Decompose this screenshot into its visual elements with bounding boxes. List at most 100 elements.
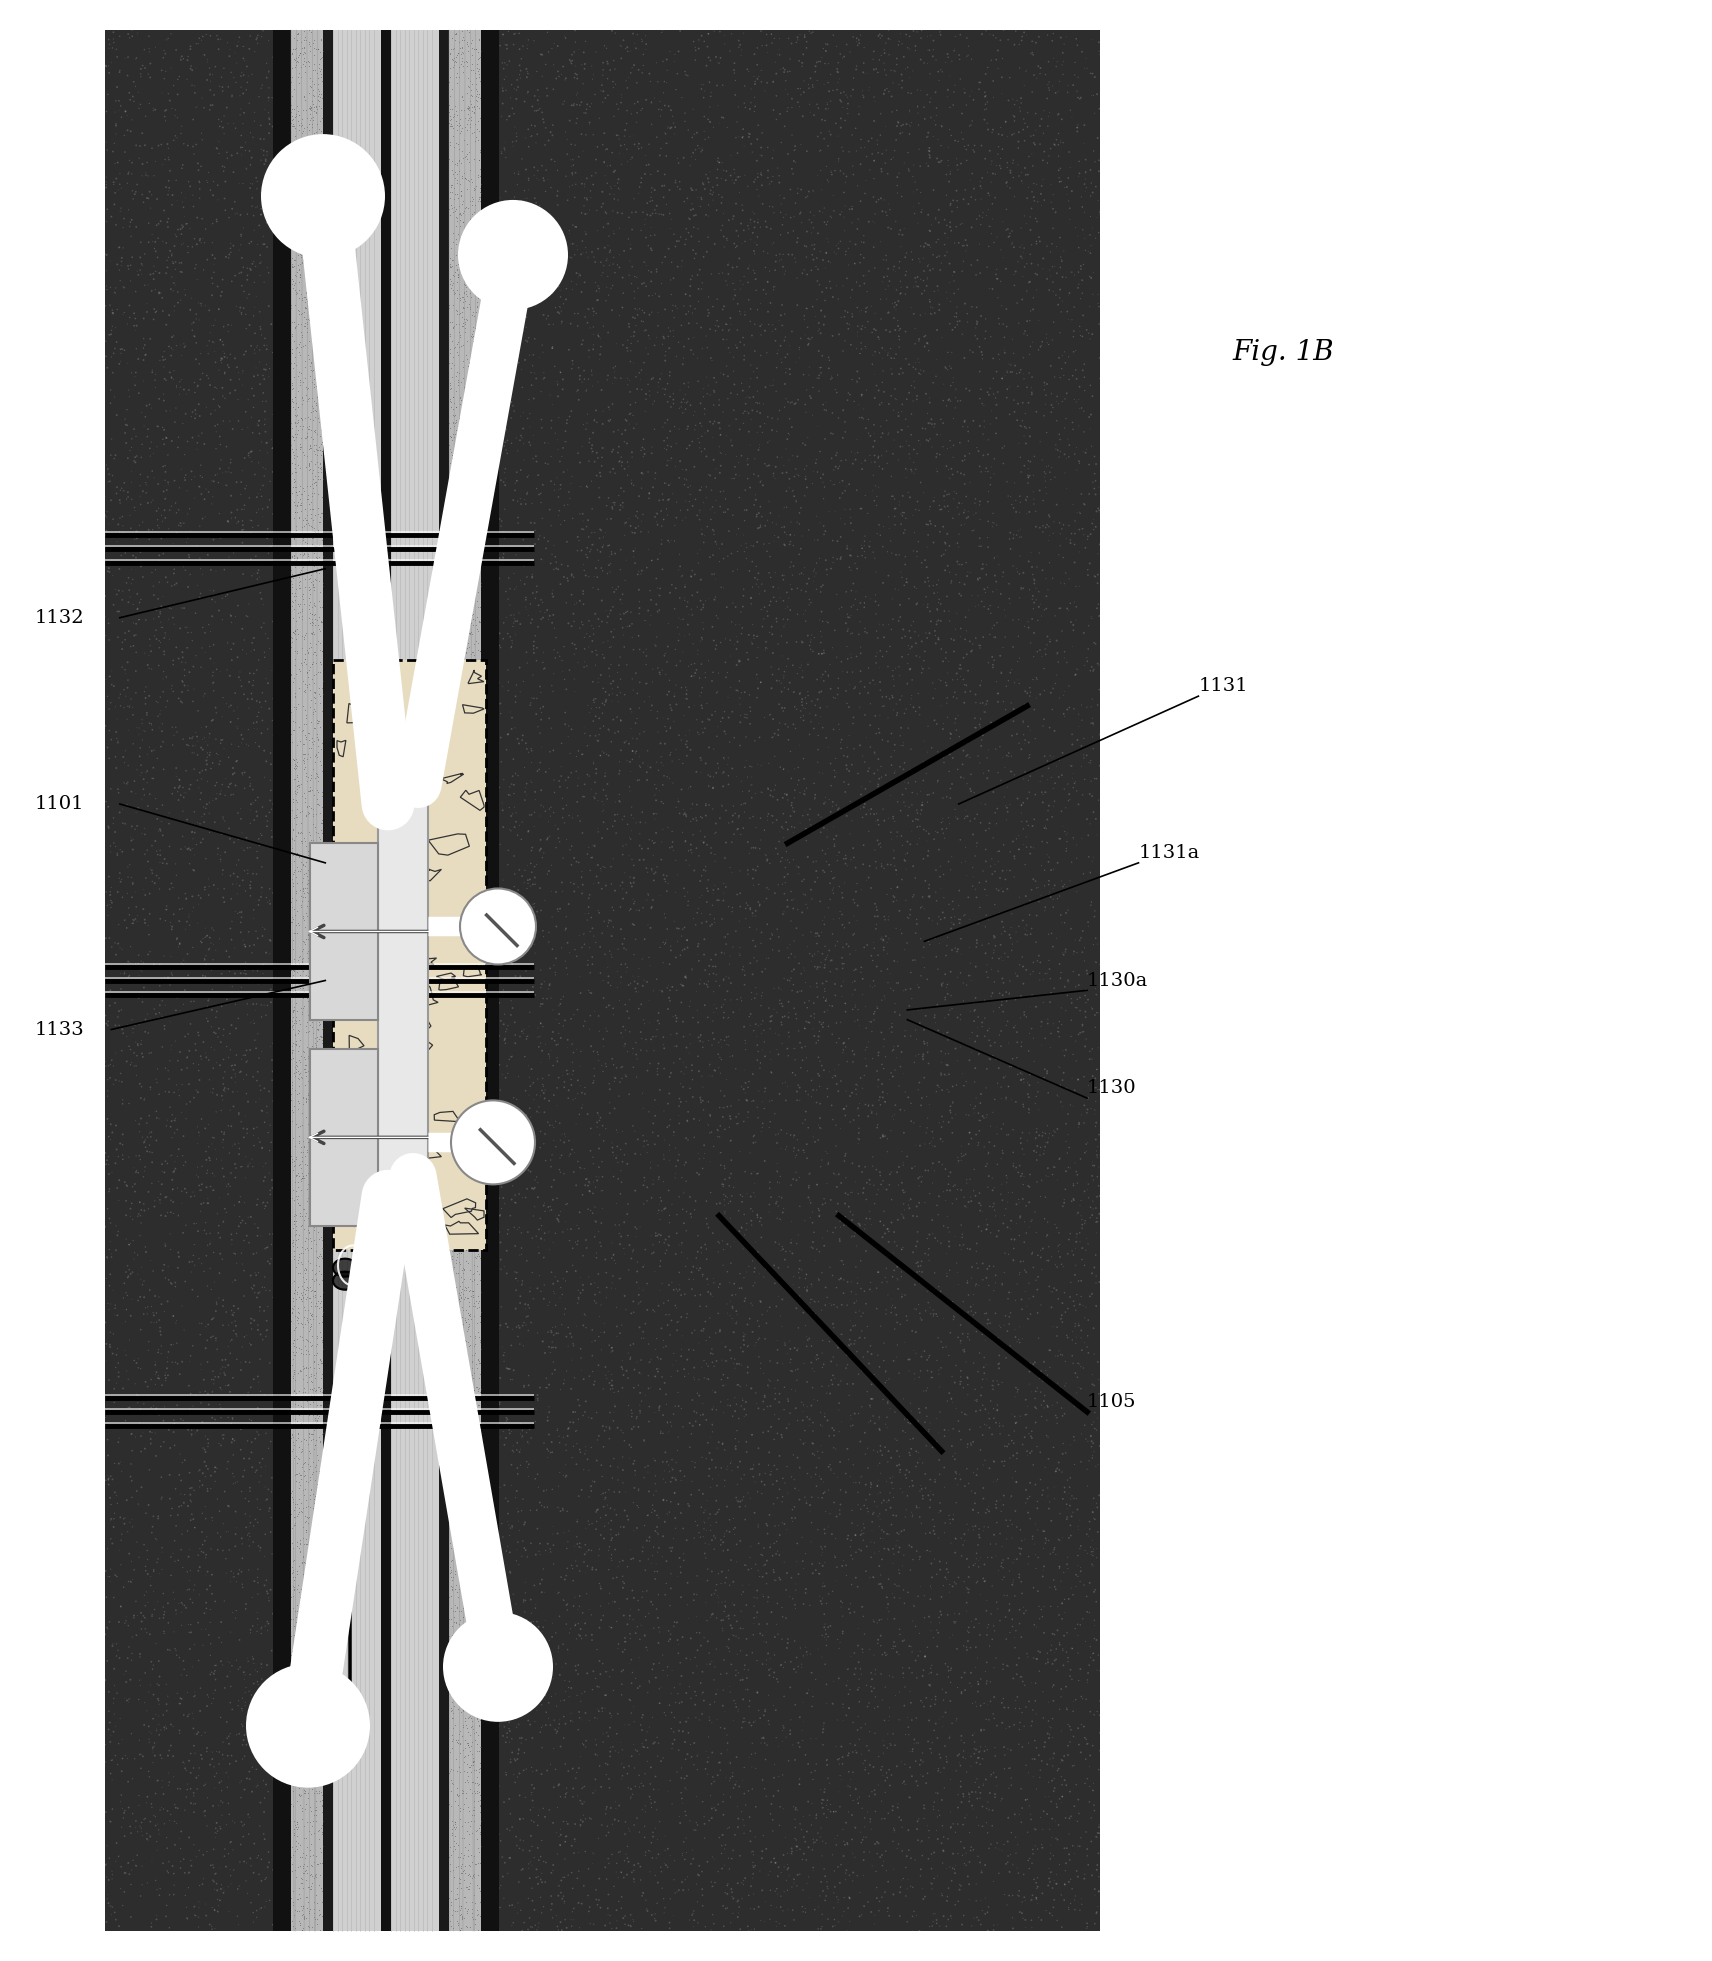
Point	[457, 1386, 484, 1418]
Point	[228, 478, 255, 510]
Point	[395, 1137, 423, 1169]
Point	[288, 133, 315, 165]
Point	[1046, 1143, 1073, 1175]
Point	[647, 1745, 675, 1777]
Point	[286, 394, 313, 426]
Point	[461, 1375, 488, 1406]
Point	[288, 198, 315, 229]
Point	[240, 1130, 267, 1161]
Point	[404, 347, 431, 378]
Point	[438, 663, 466, 694]
Point	[282, 400, 310, 431]
Point	[159, 645, 187, 677]
Point	[267, 341, 294, 373]
Point	[94, 78, 122, 110]
Point	[197, 75, 224, 106]
Point	[623, 373, 651, 404]
Point	[373, 1606, 401, 1637]
Point	[471, 1028, 498, 1059]
Point	[435, 988, 462, 1020]
Point	[791, 1014, 818, 1045]
Point	[414, 1100, 442, 1131]
Point	[306, 628, 334, 659]
Point	[351, 782, 378, 814]
Point	[1067, 310, 1094, 341]
Point	[729, 1665, 757, 1696]
Point	[912, 508, 940, 539]
Point	[933, 922, 960, 953]
Point	[1068, 278, 1096, 310]
Point	[372, 159, 399, 190]
Point	[481, 614, 508, 645]
Point	[474, 992, 502, 1024]
Point	[289, 1559, 317, 1590]
Point	[954, 39, 981, 71]
Point	[510, 1826, 538, 1857]
Point	[226, 1098, 253, 1130]
Point	[284, 1308, 312, 1339]
Point	[351, 1351, 378, 1383]
Point	[202, 1663, 229, 1694]
Point	[342, 518, 370, 549]
Point	[587, 259, 615, 290]
Point	[498, 69, 526, 100]
Point	[493, 75, 520, 106]
Point	[298, 129, 325, 161]
Point	[964, 580, 991, 612]
Point	[351, 518, 378, 549]
Point	[134, 422, 161, 453]
Point	[500, 871, 527, 902]
Point	[808, 661, 835, 692]
Point	[943, 1257, 971, 1288]
Point	[289, 504, 317, 535]
Point	[817, 955, 844, 986]
Point	[423, 482, 450, 514]
Point	[431, 1100, 459, 1131]
Point	[645, 657, 673, 688]
Point	[358, 1306, 385, 1337]
Point	[466, 1024, 493, 1055]
Point	[519, 1885, 546, 1916]
Point	[644, 1004, 671, 1035]
Point	[664, 1306, 692, 1337]
Point	[221, 696, 248, 728]
Point	[322, 208, 349, 239]
Point	[712, 439, 740, 471]
Point	[1077, 220, 1104, 251]
Point	[461, 433, 488, 465]
Point	[469, 810, 496, 841]
Point	[1058, 1063, 1085, 1094]
Point	[955, 426, 983, 457]
Point	[1073, 1096, 1101, 1128]
Point	[395, 143, 423, 175]
Point	[909, 1839, 936, 1871]
Point	[531, 1118, 558, 1149]
Point	[827, 1732, 854, 1763]
Point	[187, 651, 214, 682]
Point	[467, 1547, 495, 1579]
Point	[298, 204, 325, 235]
Point	[334, 31, 361, 63]
Point	[130, 522, 158, 553]
Point	[818, 1018, 846, 1049]
Point	[493, 1718, 520, 1749]
Point	[767, 1204, 794, 1235]
Point	[452, 1135, 479, 1167]
Point	[272, 679, 300, 710]
Point	[834, 1665, 861, 1696]
Point	[912, 826, 940, 857]
Point	[204, 1518, 231, 1549]
Point	[817, 1796, 844, 1828]
Point	[293, 1741, 320, 1773]
Point	[644, 1886, 671, 1918]
Point	[657, 1057, 685, 1088]
Point	[483, 100, 510, 131]
Point	[96, 553, 123, 584]
Point	[282, 1806, 310, 1837]
Point	[796, 1590, 823, 1622]
Point	[847, 226, 875, 257]
Point	[753, 1390, 781, 1422]
Point	[146, 1814, 173, 1845]
Point	[462, 888, 490, 920]
Point	[803, 920, 830, 951]
